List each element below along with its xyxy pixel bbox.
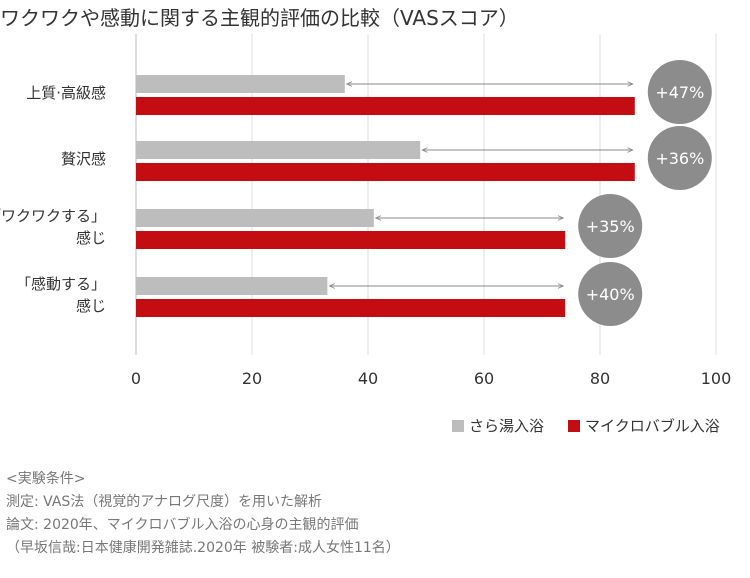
experiment-notes: <実験条件> 測定: VAS法（視覚的アナログ尺度）を用いた解析 論文: 202… [6,468,400,560]
x-tick-label: 40 [358,369,378,388]
difference-badge [647,60,712,124]
difference-badge [578,194,643,258]
notes-heading: <実験条件> [6,471,86,487]
legend-swatch-microbubble [568,420,580,432]
bar-microbubble [136,299,566,317]
bar-microbubble [136,97,635,115]
x-tick-label: 100 [701,369,732,388]
x-tick-label: 60 [474,369,494,388]
bar-sara-yu [136,277,328,295]
bar-microbubble [136,231,566,249]
category-label: 「ワクワクする」 [0,207,106,225]
notes-measurement: 測定: VAS法（視覚的アナログ尺度）を用いた解析 [6,494,323,510]
bar-microbubble [136,163,635,181]
category-label: 上質·高級感 [26,84,106,102]
bar-sara-yu [136,141,421,159]
notes-source: （早坂信哉:日本健康開発雑誌.2020年 被験者:成人女性11名） [6,540,400,556]
difference-badge [578,262,643,326]
bar-chart: 0 20 40 60 80 100 上質·高級感 +47% 贅沢感 +36% 「ワクワクする」感じ +… [0,34,732,435]
difference-label: +40% [586,285,635,304]
category-label: 贅沢感 [61,150,106,168]
category-label: 感じ [76,297,106,315]
difference-label: +36% [655,149,704,168]
x-tick-label: 20 [242,369,262,388]
category-label: 「感動する」 [16,275,106,293]
category-label: 感じ [76,229,106,247]
difference-label: +47% [655,83,704,102]
chart-title: ワクワクや感動に関する主観的評価の比較（VASスコア） [0,6,519,30]
x-tick-label: 80 [590,369,610,388]
legend-swatch-sara-yu [452,420,464,432]
bar-sara-yu [136,209,374,227]
bar-sara-yu [136,75,345,93]
x-tick-label: 0 [131,369,141,388]
legend-label-microbubble: マイクロバブル入浴 [585,417,720,435]
difference-badge [647,126,712,190]
notes-paper: 論文: 2020年、マイクロバブル入浴の心身の主観的評価 [6,517,359,533]
difference-label: +35% [586,217,635,236]
legend-label-sara-yu: さら湯入浴 [469,417,544,435]
